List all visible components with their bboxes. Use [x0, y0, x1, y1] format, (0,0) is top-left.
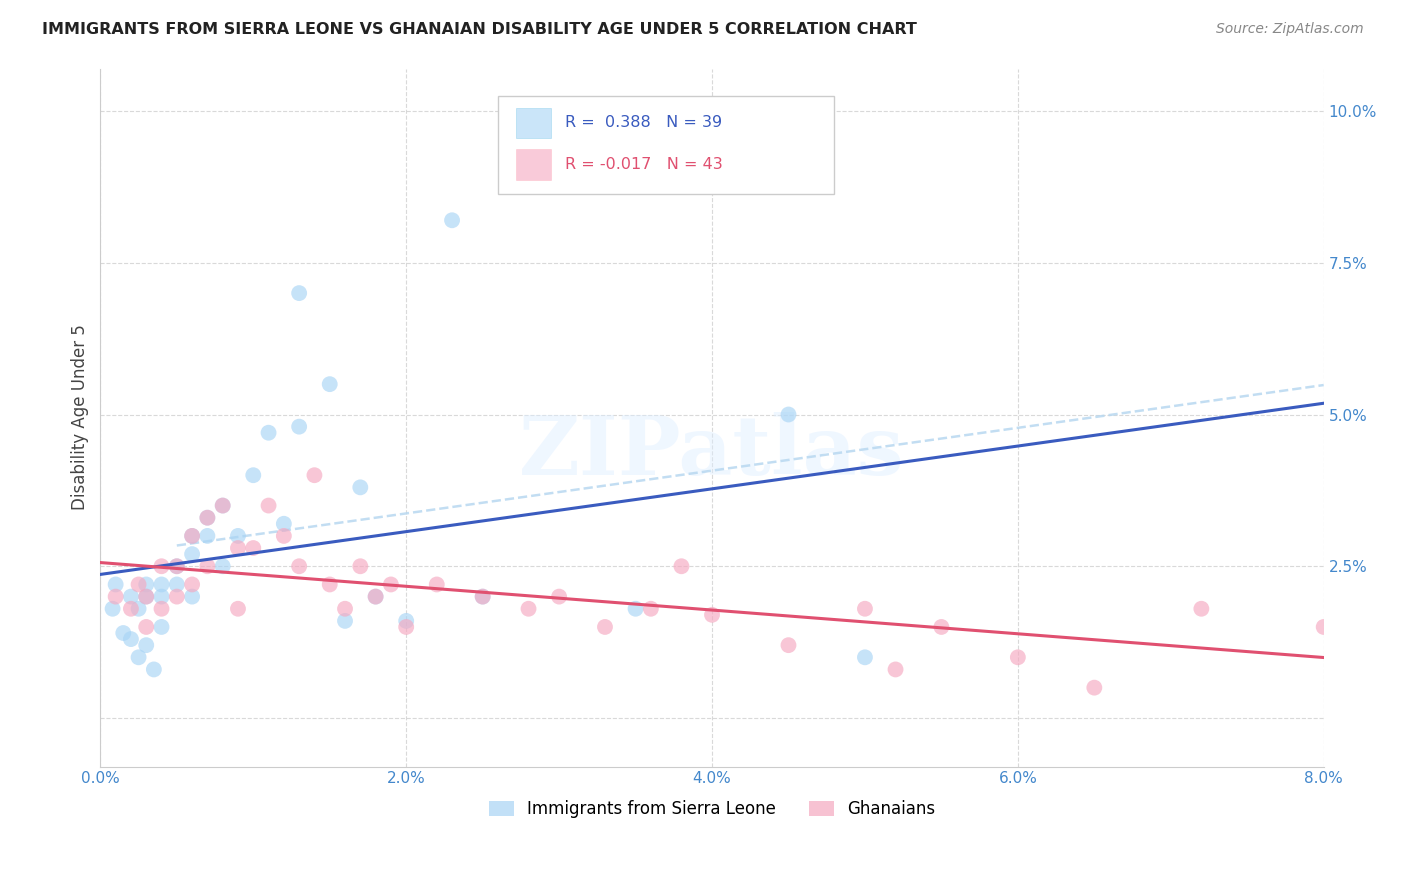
- Point: [226, 541, 249, 555]
- Point: [853, 601, 876, 615]
- Point: [593, 620, 616, 634]
- Point: [349, 480, 371, 494]
- Point: [624, 601, 647, 615]
- Point: [226, 529, 249, 543]
- Point: [197, 510, 219, 524]
- Point: [671, 559, 693, 574]
- Point: [166, 577, 188, 591]
- Point: [778, 408, 800, 422]
- Point: [104, 577, 127, 591]
- Point: [242, 468, 264, 483]
- Point: [128, 601, 150, 615]
- Text: Source: ZipAtlas.com: Source: ZipAtlas.com: [1216, 22, 1364, 37]
- Point: [778, 638, 800, 652]
- FancyBboxPatch shape: [516, 150, 551, 180]
- Point: [120, 632, 142, 646]
- Point: [931, 620, 953, 634]
- Point: [273, 529, 295, 543]
- Point: [288, 286, 311, 301]
- Point: [120, 590, 142, 604]
- Point: [150, 577, 173, 591]
- Point: [319, 377, 342, 392]
- Point: [426, 577, 449, 591]
- Point: [640, 601, 662, 615]
- Point: [471, 590, 494, 604]
- Point: [211, 499, 233, 513]
- Legend: Immigrants from Sierra Leone, Ghanaians: Immigrants from Sierra Leone, Ghanaians: [482, 793, 942, 824]
- Point: [181, 529, 204, 543]
- Y-axis label: Disability Age Under 5: Disability Age Under 5: [72, 325, 89, 510]
- Point: [142, 662, 165, 676]
- FancyBboxPatch shape: [498, 96, 834, 194]
- Point: [135, 577, 157, 591]
- Point: [333, 601, 356, 615]
- Point: [700, 607, 723, 622]
- Point: [364, 590, 387, 604]
- Point: [120, 601, 142, 615]
- Point: [197, 510, 219, 524]
- Point: [101, 601, 124, 615]
- Point: [1312, 620, 1334, 634]
- Point: [242, 541, 264, 555]
- Point: [273, 516, 295, 531]
- Point: [211, 499, 233, 513]
- Point: [135, 590, 157, 604]
- Point: [395, 620, 418, 634]
- Point: [128, 577, 150, 591]
- Point: [395, 614, 418, 628]
- FancyBboxPatch shape: [516, 108, 551, 138]
- Text: ZIPatlas: ZIPatlas: [519, 412, 905, 492]
- Text: R = -0.017   N = 43: R = -0.017 N = 43: [565, 157, 723, 172]
- Point: [319, 577, 342, 591]
- Point: [197, 559, 219, 574]
- Point: [150, 620, 173, 634]
- Point: [226, 601, 249, 615]
- Point: [380, 577, 402, 591]
- Point: [135, 638, 157, 652]
- Point: [181, 547, 204, 561]
- Point: [211, 559, 233, 574]
- Point: [181, 590, 204, 604]
- Point: [166, 590, 188, 604]
- Point: [104, 590, 127, 604]
- Point: [197, 529, 219, 543]
- Point: [181, 577, 204, 591]
- Point: [288, 559, 311, 574]
- Point: [257, 499, 280, 513]
- Point: [304, 468, 326, 483]
- Point: [471, 590, 494, 604]
- Point: [1007, 650, 1029, 665]
- Point: [181, 529, 204, 543]
- Point: [150, 559, 173, 574]
- Point: [364, 590, 387, 604]
- Point: [349, 559, 371, 574]
- Point: [1189, 601, 1212, 615]
- Point: [166, 559, 188, 574]
- Point: [333, 614, 356, 628]
- Text: R =  0.388   N = 39: R = 0.388 N = 39: [565, 115, 723, 129]
- Point: [128, 650, 150, 665]
- Point: [135, 620, 157, 634]
- Point: [853, 650, 876, 665]
- Point: [135, 590, 157, 604]
- Point: [288, 419, 311, 434]
- Point: [884, 662, 907, 676]
- Point: [112, 626, 135, 640]
- Text: IMMIGRANTS FROM SIERRA LEONE VS GHANAIAN DISABILITY AGE UNDER 5 CORRELATION CHAR: IMMIGRANTS FROM SIERRA LEONE VS GHANAIAN…: [42, 22, 917, 37]
- Point: [441, 213, 464, 227]
- Point: [150, 601, 173, 615]
- Point: [150, 590, 173, 604]
- Point: [257, 425, 280, 440]
- Point: [166, 559, 188, 574]
- Point: [548, 590, 571, 604]
- Point: [1083, 681, 1105, 695]
- Point: [517, 601, 540, 615]
